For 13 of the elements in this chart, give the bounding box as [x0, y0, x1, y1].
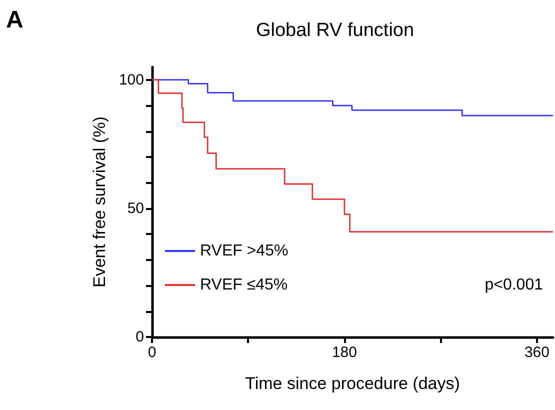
chart-title: Global RV function [256, 20, 414, 41]
y-axis-title: Event free survival (%) [90, 116, 110, 288]
y-tick-label: 100 [118, 71, 144, 88]
x-tick-label: 180 [332, 344, 357, 361]
text: A [6, 6, 24, 34]
annotation: p<0.001 [484, 276, 544, 294]
y-tick-label: 0 [136, 328, 144, 346]
legend-label: RVEF ≤45% [200, 276, 288, 294]
x-tick-label: 0 [148, 344, 156, 361]
legend-label: RVEF >45% [200, 242, 288, 260]
x-tick-label: 360 [524, 344, 550, 361]
y-tick-label: 50 [127, 200, 144, 217]
x-axis-title: Time since procedure (days) [245, 374, 460, 393]
